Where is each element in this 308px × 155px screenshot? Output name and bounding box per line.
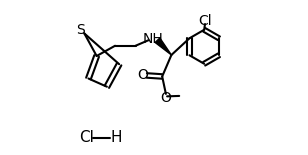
Text: H: H	[110, 130, 122, 145]
Text: Cl: Cl	[79, 130, 94, 145]
Text: Cl: Cl	[198, 14, 212, 28]
Polygon shape	[155, 38, 172, 55]
Text: NH: NH	[143, 32, 163, 46]
Text: O: O	[138, 69, 148, 82]
Text: O: O	[160, 91, 171, 105]
Text: S: S	[76, 23, 85, 37]
